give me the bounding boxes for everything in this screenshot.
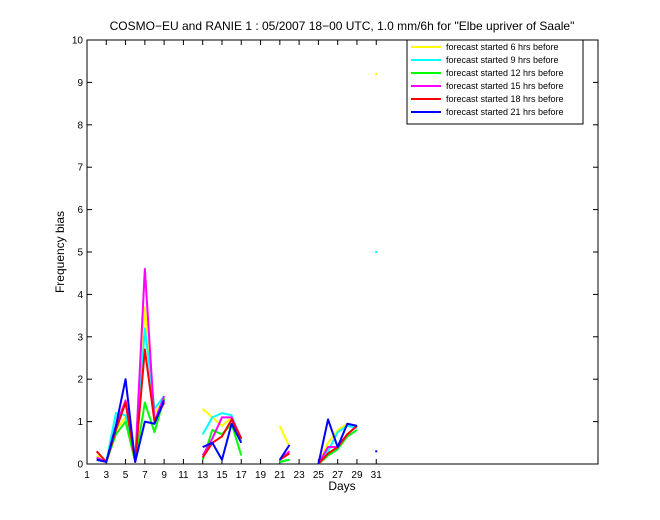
y-tick-label: 0 — [77, 460, 83, 471]
x-tick-label: 21 — [274, 470, 286, 481]
y-tick-label: 8 — [77, 120, 83, 131]
x-tick-label: 29 — [351, 470, 363, 481]
x-tick-label: 5 — [123, 470, 129, 481]
x-tick-label: 3 — [104, 470, 110, 481]
x-tick-label: 11 — [178, 470, 189, 481]
y-tick-label: 1 — [77, 417, 83, 428]
legend-entry-label: forecast started 6 hrs before — [446, 42, 559, 52]
x-tick-label: 13 — [197, 470, 209, 481]
y-tick-label: 4 — [77, 290, 83, 301]
x-tick-label: 19 — [255, 470, 267, 481]
legend: forecast started 6 hrs before forecast st… — [406, 39, 584, 125]
x-tick-label: 17 — [236, 470, 248, 481]
series-line-segment — [202, 422, 243, 461]
legend-entry-label: forecast started 15 hrs before — [446, 81, 564, 91]
y-tick-label: 9 — [77, 78, 83, 89]
x-tick-label: 7 — [142, 470, 148, 481]
series-6 — [96, 378, 378, 465]
y-tick-label: 5 — [77, 248, 83, 259]
series-line-segment — [278, 444, 291, 461]
series-line-segment — [201, 422, 243, 461]
legend-entry-label: forecast started 12 hrs before — [446, 68, 564, 78]
x-tick-label: 23 — [294, 470, 306, 481]
x-tick-label: 31 — [371, 470, 383, 481]
x-tick-label: 1 — [84, 470, 90, 481]
legend-box — [406, 39, 584, 125]
y-axis-label: Frequency bias — [53, 211, 67, 293]
x-tick-label: 25 — [313, 470, 325, 481]
series-line-segment — [278, 425, 291, 448]
series-line-segment — [279, 458, 290, 463]
y-tick-label: 7 — [77, 163, 83, 174]
series-line-segment — [96, 378, 166, 463]
chart-title: COSMO−EU and RANIE 1 : 05/2007 18−00 UTC… — [110, 19, 575, 33]
y-tick-label: 6 — [77, 205, 83, 216]
x-tick-label: 9 — [161, 470, 167, 481]
legend-entry-label: forecast started 18 hrs before — [446, 94, 564, 104]
y-tick-label: 3 — [77, 332, 83, 343]
y-tick-label: 10 — [72, 36, 84, 47]
legend-entry-label: forecast started 9 hrs before — [446, 55, 559, 65]
y-axis: 0 1 2 3 4 5 6 7 8 9 10 — [72, 36, 598, 471]
x-axis: 1 3 5 7 9 11 13 15 17 19 21 23 25 27 29 31 — [84, 40, 382, 481]
legend-entry-label: forecast started 21 hrs before — [446, 107, 564, 117]
x-tick-label: 15 — [216, 470, 228, 481]
series-line-segment — [201, 418, 243, 459]
series-lines — [95, 72, 378, 465]
x-tick-label: 27 — [332, 470, 344, 481]
series-line-segment — [317, 418, 358, 465]
x-axis-label: Days — [328, 479, 355, 493]
y-tick-label: 2 — [77, 375, 83, 386]
